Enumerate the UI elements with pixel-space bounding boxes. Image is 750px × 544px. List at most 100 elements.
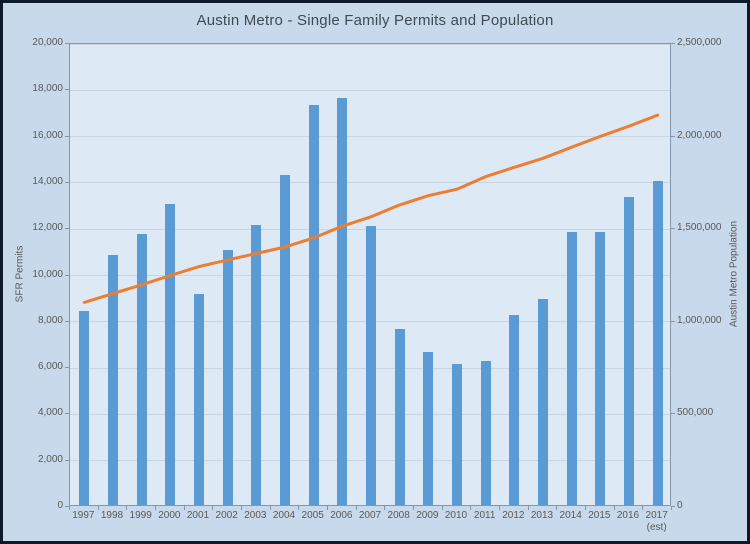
bar-2001 bbox=[194, 294, 204, 505]
bar-2009 bbox=[423, 352, 434, 505]
x-axis-tick-label: 2014 bbox=[559, 510, 582, 521]
population-line bbox=[82, 113, 660, 304]
left-axis-tick-label: 18,000 bbox=[32, 83, 63, 95]
x-axis-tickmark bbox=[155, 506, 156, 510]
left-axis-tick-label: 16,000 bbox=[32, 129, 63, 141]
bar-2016 bbox=[624, 197, 634, 505]
bar-2005 bbox=[308, 104, 319, 505]
x-axis-tickmark bbox=[241, 506, 242, 510]
x-axis-tickmark bbox=[470, 506, 472, 510]
x-axis-tick-label: 2017 (est) bbox=[645, 510, 668, 533]
left-axis-tickmark bbox=[65, 506, 69, 507]
bar-1999 bbox=[136, 234, 147, 505]
bar-2006 bbox=[337, 97, 348, 505]
bar-2014 bbox=[566, 231, 577, 505]
bar-2002 bbox=[222, 250, 233, 505]
left-axis-tickmark bbox=[65, 413, 69, 415]
left-axis-tick-label: 10,000 bbox=[32, 268, 63, 280]
x-axis-tickmark bbox=[97, 506, 99, 510]
x-axis-tick-label: 2007 bbox=[358, 510, 382, 521]
bar-2003 bbox=[251, 224, 262, 505]
bar-2000 bbox=[165, 204, 176, 505]
left-axis-tickmark bbox=[65, 367, 69, 369]
left-axis-tickmark bbox=[65, 320, 69, 322]
bar-2007 bbox=[366, 226, 376, 505]
x-axis-tickmark bbox=[499, 506, 500, 510]
left-axis-tickmark bbox=[65, 459, 69, 461]
x-axis-tickmark bbox=[384, 506, 386, 510]
bar-2017 bbox=[652, 180, 663, 505]
bar-1997 bbox=[79, 310, 90, 505]
x-axis-tick-label: 2004 bbox=[272, 510, 296, 521]
x-axis-tickmark bbox=[441, 506, 443, 510]
x-axis-tickmark bbox=[69, 506, 70, 510]
x-axis-tickmark bbox=[613, 506, 615, 510]
left-axis-tick-label: 0 bbox=[57, 500, 63, 511]
right-axis-tick-label: 2,500,000 bbox=[677, 37, 722, 48]
x-axis-tick-label: 2001 bbox=[186, 510, 210, 521]
gridline bbox=[70, 136, 670, 138]
right-axis-tick-label: 2,000,000 bbox=[677, 129, 722, 141]
x-axis-tick-label: 1999 bbox=[129, 510, 152, 521]
gridline bbox=[70, 89, 670, 91]
population-line-layer bbox=[82, 113, 660, 304]
right-axis-tick-label: 1,500,000 bbox=[677, 222, 722, 234]
x-axis-tickmark bbox=[183, 506, 185, 510]
left-axis-tickmark bbox=[65, 89, 69, 91]
x-axis-tickmark bbox=[327, 506, 328, 510]
left-axis-tick-label: 4,000 bbox=[37, 407, 63, 419]
left-axis-tickmark bbox=[65, 274, 69, 276]
x-axis-tickmark bbox=[585, 506, 586, 510]
bar-2012 bbox=[509, 315, 520, 505]
x-axis-tick-label: 2000 bbox=[158, 510, 181, 521]
x-axis-tickmark bbox=[671, 506, 672, 510]
bar-2011 bbox=[480, 361, 491, 505]
x-axis-tick-label: 1997 bbox=[72, 510, 95, 521]
x-axis-tick-label: 2003 bbox=[244, 510, 267, 521]
bar-1998 bbox=[108, 254, 118, 505]
plot-area bbox=[69, 43, 671, 506]
left-axis-tick-label: 20,000 bbox=[32, 37, 63, 48]
x-axis-tickmark bbox=[212, 506, 214, 510]
gridline bbox=[70, 182, 670, 184]
bar-2008 bbox=[394, 329, 405, 505]
right-axis-tick-label: 0 bbox=[677, 500, 683, 511]
x-axis-tick-label: 2002 bbox=[215, 510, 238, 521]
x-axis-tick-label: 2006 bbox=[330, 510, 353, 521]
bar-2010 bbox=[452, 363, 462, 505]
left-axis-tick-label: 8,000 bbox=[37, 314, 63, 326]
x-axis-tick-label: 2013 bbox=[530, 510, 554, 521]
left-axis-tick-label: 2,000 bbox=[37, 453, 63, 465]
x-axis-tickmark bbox=[355, 506, 357, 510]
left-axis-tickmark bbox=[65, 181, 69, 183]
left-axis-tick-label: 6,000 bbox=[37, 361, 63, 373]
bar-2013 bbox=[538, 298, 548, 505]
right-axis-title: Austin Metro Population bbox=[728, 220, 740, 328]
x-axis-tickmark bbox=[642, 506, 644, 510]
left-axis-tickmark bbox=[65, 228, 69, 230]
x-axis-tickmark bbox=[269, 506, 271, 510]
right-axis-tick-label: 500,000 bbox=[677, 407, 714, 419]
x-axis-tickmark bbox=[298, 506, 300, 510]
x-axis-tickmark bbox=[126, 506, 128, 510]
x-axis-tick-label: 2005 bbox=[301, 510, 324, 521]
x-axis-tick-label: 2015 bbox=[588, 510, 611, 521]
gridline bbox=[70, 43, 670, 45]
x-axis-tick-label: 2012 bbox=[502, 510, 525, 521]
right-axis-tickmark bbox=[671, 413, 675, 415]
right-axis-tickmark bbox=[671, 506, 675, 507]
x-axis-tick-label: 2009 bbox=[416, 510, 439, 521]
x-axis-tick-label: 2016 bbox=[616, 510, 640, 521]
x-axis-tickmark bbox=[527, 506, 529, 510]
left-axis-tickmark bbox=[65, 135, 69, 137]
x-axis-tick-label: 2008 bbox=[387, 510, 410, 521]
right-axis-tickmark bbox=[671, 320, 675, 322]
right-axis-tick-label: 1,000,000 bbox=[677, 314, 722, 326]
x-axis-tick-label: 2010 bbox=[444, 510, 468, 521]
x-axis-tickmark bbox=[556, 506, 558, 510]
left-axis-tick-label: 12,000 bbox=[32, 222, 63, 234]
x-axis-tick-label: 1998 bbox=[100, 510, 124, 521]
left-axis-tick-label: 14,000 bbox=[32, 175, 63, 187]
right-axis-tickmark bbox=[671, 135, 675, 137]
